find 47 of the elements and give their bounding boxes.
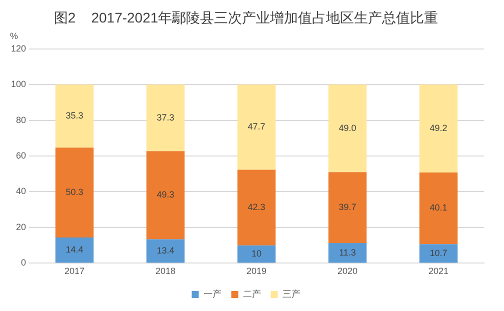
bar bbox=[55, 148, 94, 238]
bar bbox=[237, 84, 276, 170]
bar bbox=[328, 84, 367, 172]
data-label: 49.0 bbox=[338, 122, 356, 133]
data-label: 50.3 bbox=[66, 187, 84, 198]
x-tick-label: 2019 bbox=[246, 266, 267, 276]
x-tick-label: 2018 bbox=[155, 266, 176, 276]
bar bbox=[55, 84, 94, 148]
data-label: 10.7 bbox=[430, 248, 448, 258]
bar bbox=[55, 237, 94, 263]
x-tick-label: 2020 bbox=[337, 266, 358, 276]
bar bbox=[146, 151, 185, 240]
data-label: 49.2 bbox=[430, 122, 448, 133]
y-axis-title: % bbox=[10, 30, 18, 41]
data-label: 40.1 bbox=[430, 202, 448, 213]
data-label: 47.7 bbox=[248, 122, 266, 132]
legend-label: 一产 bbox=[203, 288, 222, 299]
data-label: 14.4 bbox=[66, 244, 84, 255]
data-label: 10 bbox=[252, 248, 262, 258]
bar bbox=[146, 84, 185, 152]
legend-label: 二产 bbox=[242, 288, 261, 299]
bar bbox=[419, 244, 458, 263]
bar bbox=[146, 239, 185, 263]
bar bbox=[328, 172, 367, 244]
y-tick-label: 40 bbox=[16, 186, 26, 196]
data-label: 39.7 bbox=[338, 202, 356, 212]
y-tick-label: 20 bbox=[16, 222, 26, 232]
data-label: 11.3 bbox=[339, 247, 356, 258]
bar bbox=[419, 172, 458, 244]
x-tick-label: 2021 bbox=[428, 266, 449, 276]
data-label: 42.3 bbox=[248, 202, 266, 212]
chart-title: 图2 2017-2021年鄢陵县三次产业增加值占地区生产总值比重 bbox=[54, 9, 438, 26]
data-label: 37.3 bbox=[156, 112, 174, 122]
data-label: 49.3 bbox=[156, 190, 174, 200]
y-tick-label: 60 bbox=[16, 150, 26, 160]
y-tick-label: 0 bbox=[21, 258, 26, 268]
data-label: 13.4 bbox=[156, 245, 174, 256]
legend-label: 三产 bbox=[282, 288, 300, 299]
y-tick-label: 100 bbox=[10, 79, 26, 90]
data-label: 35.3 bbox=[66, 110, 84, 121]
bar bbox=[419, 84, 458, 172]
bar bbox=[237, 170, 276, 246]
bar bbox=[328, 243, 367, 263]
y-tick-label: 80 bbox=[16, 114, 26, 125]
y-tick-label: 120 bbox=[10, 43, 26, 54]
x-tick-label: 2017 bbox=[64, 266, 85, 276]
bar bbox=[237, 245, 276, 263]
